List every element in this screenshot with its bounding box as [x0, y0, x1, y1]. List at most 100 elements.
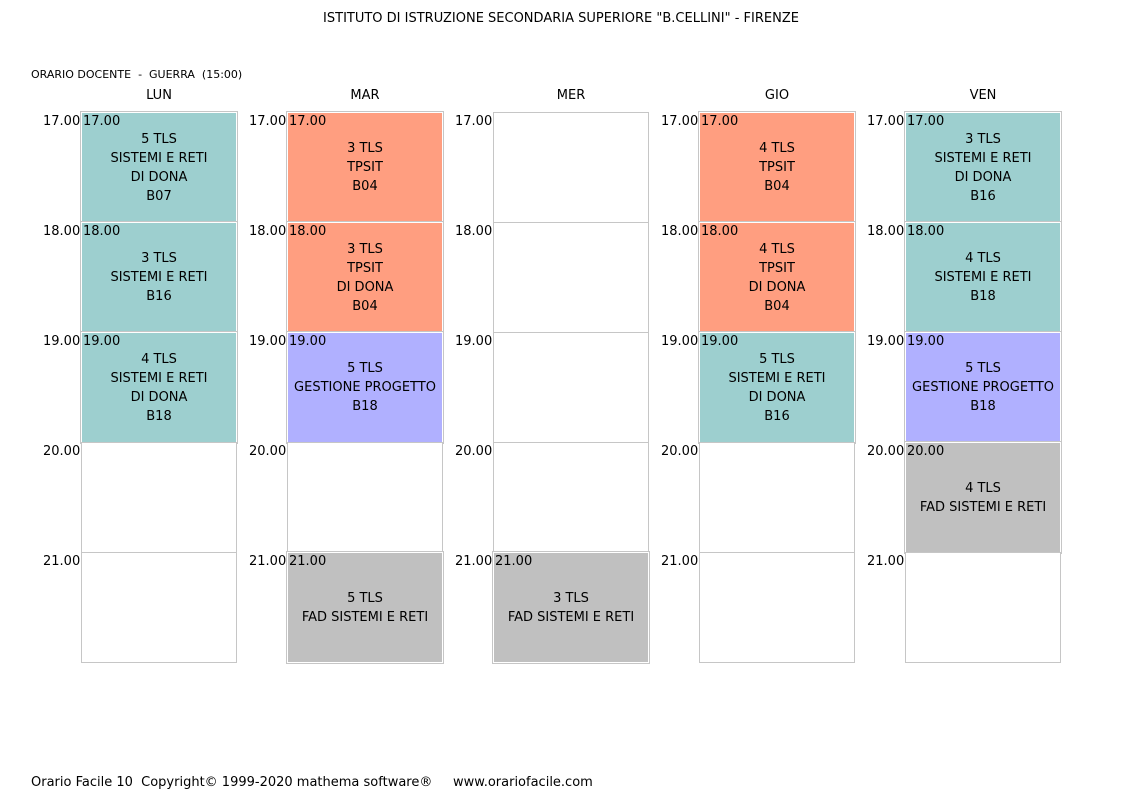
lesson-cell[interactable]: 20.00 4 TLS FAD SISTEMI E RETI — [904, 441, 1062, 554]
time-slot: 19.00 19.00 5 TLS SISTEMI E RETI DI DONA B16 — [649, 331, 856, 444]
lesson-line: 5 TLS — [965, 361, 1001, 376]
lesson-cell[interactable]: 17.00 3 TLS SISTEMI E RETI DI DONA B16 — [904, 111, 1062, 224]
lesson-line: 4 TLS — [965, 251, 1001, 266]
lesson-line: GESTIONE PROGETTO — [912, 380, 1054, 395]
lesson-cell[interactable]: 21.00 3 TLS FAD SISTEMI E RETI — [492, 551, 650, 664]
lesson-cell[interactable]: 18.00 3 TLS SISTEMI E RETI B16 — [80, 221, 238, 334]
lesson-line: 3 TLS — [141, 251, 177, 266]
time-label: 21.00 — [867, 554, 905, 569]
time-slot: 19.00 19.00 5 TLS GESTIONE PROGETTO B18 — [237, 331, 444, 444]
lesson-start-time: 18.00 — [289, 224, 327, 239]
empty-cell[interactable] — [81, 442, 237, 553]
time-label: 18.00 — [249, 224, 287, 239]
time-label: 19.00 — [43, 334, 81, 349]
lesson-cell[interactable]: 17.00 5 TLS SISTEMI E RETI DI DONA B07 — [80, 111, 238, 224]
time-label: 17.00 — [249, 114, 287, 129]
lesson-line: DI DONA — [748, 279, 806, 295]
lesson-start-time: 19.00 — [907, 334, 945, 349]
lesson-line: 4 TLS — [965, 480, 1001, 496]
lesson-line: FAD SISTEMI E RETI — [301, 609, 429, 625]
lesson-cell[interactable]: 21.00 5 TLS FAD SISTEMI E RETI — [286, 551, 444, 664]
day-column-mer: MER 17.00 18.00 19.00 20.00 21.00 21.00 3 TLS FA… — [443, 86, 650, 666]
lesson-line: SISTEMI E RETI — [110, 270, 208, 285]
lesson-details: 3 TLS FAD SISTEMI E RETI — [494, 553, 648, 662]
lesson-details: 5 TLS GESTIONE PROGETTO B18 — [288, 333, 442, 442]
empty-cell[interactable] — [493, 112, 649, 223]
lesson-start-time: 17.00 — [289, 114, 327, 129]
lesson-details: 3 TLS TPSIT DI DONA B04 — [288, 223, 442, 332]
lesson-start-time: 21.00 — [495, 554, 533, 569]
lesson-line: B04 — [764, 298, 790, 314]
time-slot: 20.00 — [649, 442, 855, 553]
lesson-line: SISTEMI E RETI — [934, 270, 1032, 285]
footer-copyright: Orario Facile 10 Copyright© 1999-2020 ma… — [31, 775, 593, 790]
time-label: 17.00 — [455, 114, 493, 129]
time-label: 20.00 — [661, 444, 699, 459]
lesson-cell[interactable]: 18.00 4 TLS TPSIT DI DONA B04 — [698, 221, 856, 334]
time-label: 21.00 — [455, 554, 493, 569]
lesson-line: GESTIONE PROGETTO — [294, 380, 436, 395]
time-label: 18.00 — [661, 224, 699, 239]
lesson-cell[interactable]: 17.00 3 TLS TPSIT B04 — [286, 111, 444, 224]
empty-cell[interactable] — [287, 442, 443, 553]
lesson-line: SISTEMI E RETI — [934, 150, 1032, 166]
lesson-line: B16 — [764, 408, 790, 424]
day-header: MAR — [350, 88, 380, 103]
lesson-cell[interactable]: 19.00 4 TLS SISTEMI E RETI DI DONA B18 — [80, 331, 238, 444]
time-label: 18.00 — [455, 224, 493, 239]
time-label: 20.00 — [43, 444, 81, 459]
lesson-start-time: 21.00 — [289, 554, 327, 569]
time-slot: 19.00 19.00 4 TLS SISTEMI E RETI DI DONA B18 — [31, 331, 238, 444]
time-label: 20.00 — [249, 444, 287, 459]
lesson-line: SISTEMI E RETI — [110, 150, 208, 166]
time-slot: 19.00 19.00 5 TLS GESTIONE PROGETTO B18 — [855, 331, 1062, 444]
time-label: 18.00 — [867, 224, 905, 239]
day-column-gio: GIO 17.00 17.00 4 TLS TPSIT B04 18.00 18.00 4 TL… — [649, 86, 856, 666]
lesson-cell[interactable]: 18.00 4 TLS SISTEMI E RETI B18 — [904, 221, 1062, 334]
lesson-details: 5 TLS GESTIONE PROGETTO B18 — [906, 333, 1060, 442]
time-label: 20.00 — [455, 444, 493, 459]
lesson-cell[interactable]: 17.00 4 TLS TPSIT B04 — [698, 111, 856, 224]
empty-cell[interactable] — [493, 442, 649, 553]
lesson-line: B18 — [970, 399, 996, 414]
empty-cell[interactable] — [493, 222, 649, 333]
time-label: 21.00 — [43, 554, 81, 569]
day-column-ven: VEN 17.00 17.00 3 TLS SISTEMI E RETI DI DONA B… — [855, 86, 1062, 666]
lesson-start-time: 18.00 — [83, 224, 121, 239]
lesson-line: B04 — [352, 298, 378, 314]
lesson-start-time: 19.00 — [289, 334, 327, 349]
time-label: 18.00 — [43, 224, 81, 239]
lesson-details: 4 TLS SISTEMI E RETI DI DONA B18 — [82, 333, 236, 442]
lesson-line: B16 — [970, 188, 996, 204]
time-label: 21.00 — [661, 554, 699, 569]
lesson-cell[interactable]: 19.00 5 TLS GESTIONE PROGETTO B18 — [286, 331, 444, 444]
empty-cell[interactable] — [699, 552, 855, 663]
empty-cell[interactable] — [699, 442, 855, 553]
lesson-line: B04 — [352, 179, 378, 194]
empty-cell[interactable] — [905, 552, 1061, 663]
empty-cell[interactable] — [81, 552, 237, 663]
time-slot: 18.00 — [443, 222, 649, 333]
lesson-start-time: 19.00 — [701, 334, 739, 349]
lesson-details: 5 TLS FAD SISTEMI E RETI — [288, 553, 442, 662]
lesson-line: B07 — [146, 188, 172, 204]
lesson-cell[interactable]: 19.00 5 TLS GESTIONE PROGETTO B18 — [904, 331, 1062, 444]
lesson-details: 5 TLS SISTEMI E RETI DI DONA B16 — [700, 333, 854, 442]
lesson-cell[interactable]: 19.00 5 TLS SISTEMI E RETI DI DONA B16 — [698, 331, 856, 444]
time-slot: 17.00 — [443, 112, 649, 223]
time-slot: 20.00 20.00 4 TLS FAD SISTEMI E RETI — [855, 441, 1062, 554]
time-slot: 19.00 — [443, 332, 649, 443]
lesson-line: TPSIT — [759, 160, 795, 175]
day-header: GIO — [764, 88, 790, 103]
lesson-cell[interactable]: 18.00 3 TLS TPSIT DI DONA B04 — [286, 221, 444, 334]
lesson-line: TPSIT — [347, 160, 383, 175]
lesson-line: 3 TLS — [553, 590, 589, 606]
lesson-details: 5 TLS SISTEMI E RETI DI DONA B07 — [82, 113, 236, 222]
empty-cell[interactable] — [493, 332, 649, 443]
lesson-line: TPSIT — [759, 260, 795, 276]
time-slot: 20.00 — [237, 442, 443, 553]
lesson-start-time: 17.00 — [83, 114, 121, 129]
lesson-details: 3 TLS SISTEMI E RETI DI DONA B16 — [906, 113, 1060, 222]
time-label: 19.00 — [455, 334, 493, 349]
lesson-line: DI DONA — [130, 169, 188, 185]
